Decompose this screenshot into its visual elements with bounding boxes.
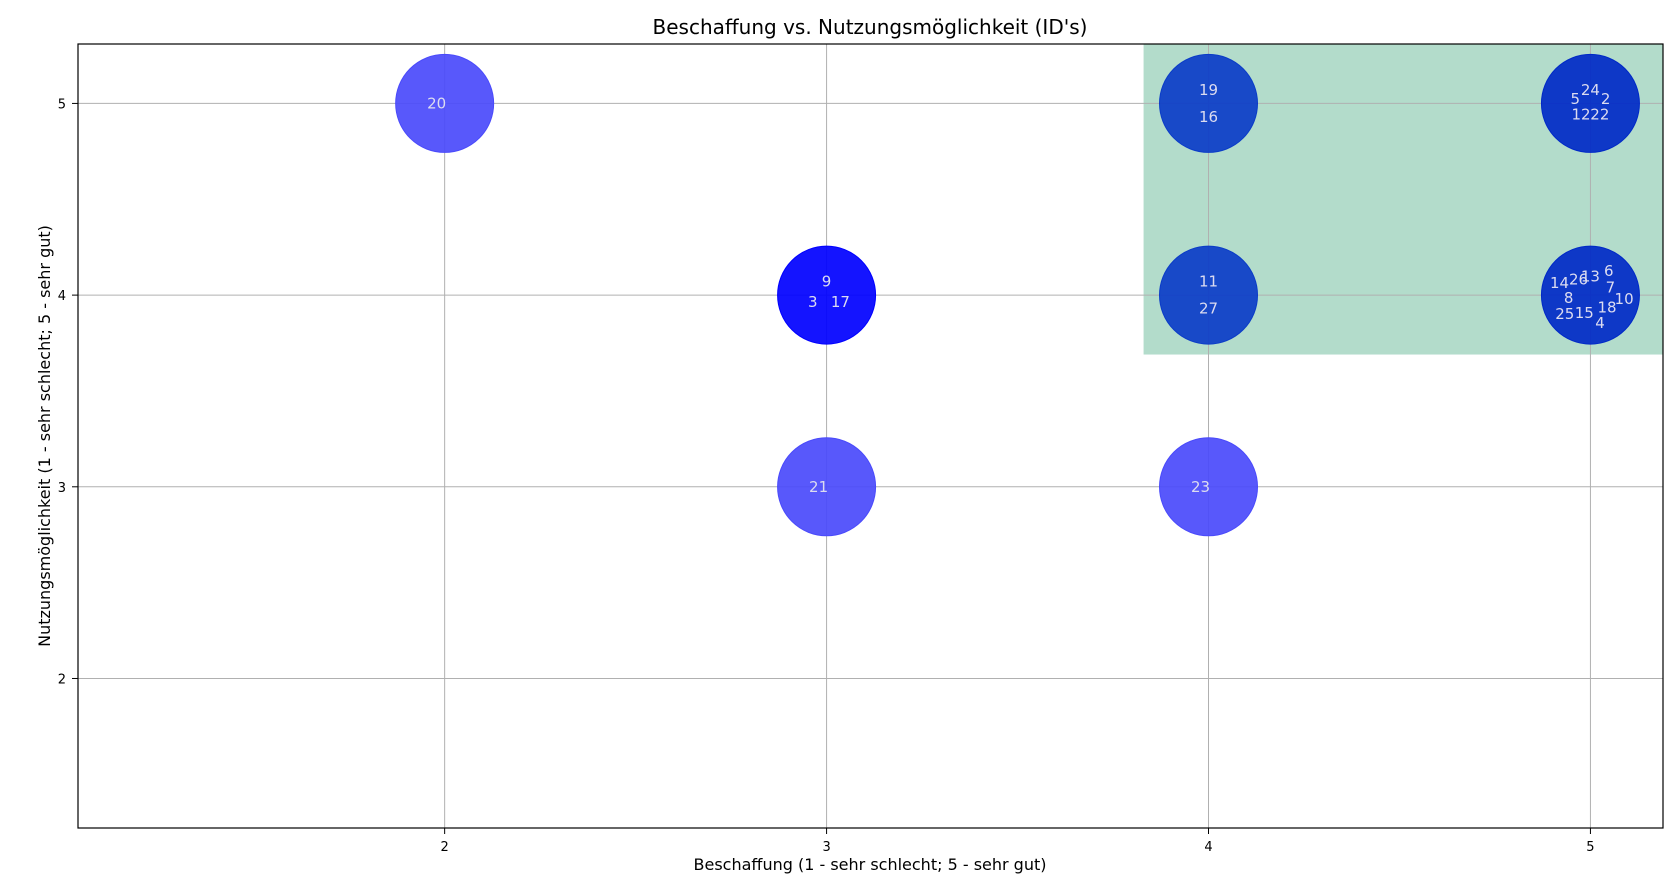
- bubble-id-label: 23: [1191, 478, 1210, 496]
- bubble-id-label: 26: [1569, 270, 1588, 288]
- bubble-id-label: 11: [1199, 273, 1218, 291]
- bubble-id-label: 3: [808, 293, 818, 311]
- bubble-layer: [395, 53, 1640, 537]
- bubble-id-label: 24: [1581, 81, 1600, 99]
- y-tick-label: 5: [58, 97, 66, 112]
- bubble-point: [1159, 437, 1259, 537]
- bubble-id-label: 19: [1199, 81, 1218, 99]
- y-axis-label: Nutzungsmöglichkeit (1 - sehr schlecht; …: [35, 225, 54, 647]
- x-tick-label: 3: [822, 840, 830, 855]
- bubble-id-label: 15: [1575, 304, 1594, 322]
- bubble-id-label: 27: [1199, 300, 1218, 318]
- y-tick-label: 4: [58, 289, 66, 304]
- bubble-id-label: 17: [831, 293, 850, 311]
- bubble-id-label: 7: [1606, 278, 1616, 296]
- bubble-point: [1540, 53, 1640, 153]
- bubble-point: [1540, 245, 1640, 345]
- chart-title: Beschaffung vs. Nutzungsmöglichkeit (ID'…: [653, 15, 1088, 39]
- x-tick-label: 2: [441, 840, 449, 855]
- bubble-id-label: 18: [1598, 298, 1617, 316]
- bubble-point: [1159, 245, 1259, 345]
- bubble-point: [1159, 53, 1259, 153]
- bubble-point: [777, 437, 877, 537]
- plot-frame: [77, 43, 1664, 829]
- bubble-id-label: 20: [427, 94, 446, 112]
- y-tick-label: 3: [58, 481, 66, 496]
- bubble-point: [395, 53, 495, 153]
- bubble-id-label: 8: [1564, 289, 1574, 307]
- bubble-id-label: 22: [1590, 105, 1609, 123]
- bubble-id-label: 9: [822, 273, 832, 291]
- bubble-id-label: 6: [1604, 262, 1614, 280]
- bubble-id-label: 10: [1615, 290, 1634, 308]
- x-axis-label: Beschaffung (1 - sehr schlecht; 5 - sehr…: [694, 855, 1047, 874]
- bubble-id-label: 2: [1601, 90, 1611, 108]
- bubble-id-label: 4: [1595, 314, 1605, 332]
- bubble-id-label: 13: [1581, 267, 1600, 285]
- bubble-point: [777, 245, 877, 345]
- bubble-id-label: 25: [1555, 305, 1574, 323]
- bubble-id-label: 21: [809, 478, 828, 496]
- bubble-id-label: 16: [1199, 108, 1218, 126]
- x-tick-label: 4: [1204, 840, 1212, 855]
- y-tick-label: 2: [58, 672, 66, 687]
- bubble-id-label: 5: [1570, 90, 1580, 108]
- bubble-id-label: 14: [1550, 274, 1569, 292]
- bubble-id-label: 12: [1571, 105, 1590, 123]
- x-tick-label: 5: [1586, 840, 1594, 855]
